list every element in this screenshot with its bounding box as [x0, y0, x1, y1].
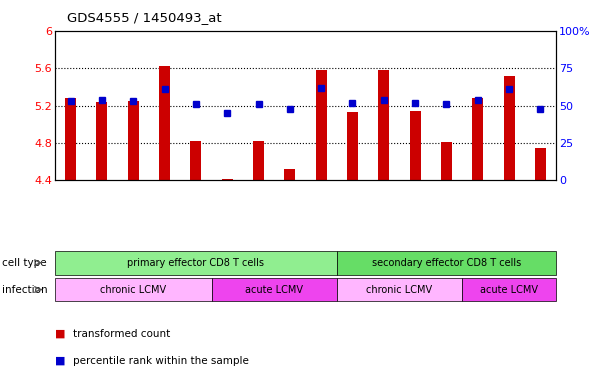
- Bar: [409, 111, 420, 180]
- Bar: [128, 101, 139, 180]
- Bar: [97, 102, 108, 180]
- Text: percentile rank within the sample: percentile rank within the sample: [73, 356, 249, 366]
- Text: ■: ■: [55, 329, 65, 339]
- Text: transformed count: transformed count: [73, 329, 170, 339]
- Text: acute LCMV: acute LCMV: [245, 285, 303, 295]
- Text: secondary effector CD8 T cells: secondary effector CD8 T cells: [371, 258, 521, 268]
- Text: infection: infection: [2, 285, 48, 295]
- Bar: [316, 70, 327, 180]
- Bar: [222, 179, 233, 180]
- Bar: [253, 141, 264, 180]
- Text: GDS4555 / 1450493_at: GDS4555 / 1450493_at: [67, 12, 222, 25]
- Bar: [472, 98, 483, 180]
- Text: chronic LCMV: chronic LCMV: [367, 285, 433, 295]
- Text: chronic LCMV: chronic LCMV: [100, 285, 166, 295]
- Bar: [159, 66, 170, 180]
- Bar: [284, 169, 295, 180]
- Bar: [378, 70, 389, 180]
- Bar: [503, 76, 514, 180]
- Text: ■: ■: [55, 356, 65, 366]
- Bar: [535, 148, 546, 180]
- Bar: [347, 112, 358, 180]
- Bar: [441, 142, 452, 180]
- Bar: [65, 98, 76, 180]
- Text: cell type: cell type: [2, 258, 46, 268]
- Text: primary effector CD8 T cells: primary effector CD8 T cells: [128, 258, 265, 268]
- Bar: [191, 141, 202, 180]
- Text: acute LCMV: acute LCMV: [480, 285, 538, 295]
